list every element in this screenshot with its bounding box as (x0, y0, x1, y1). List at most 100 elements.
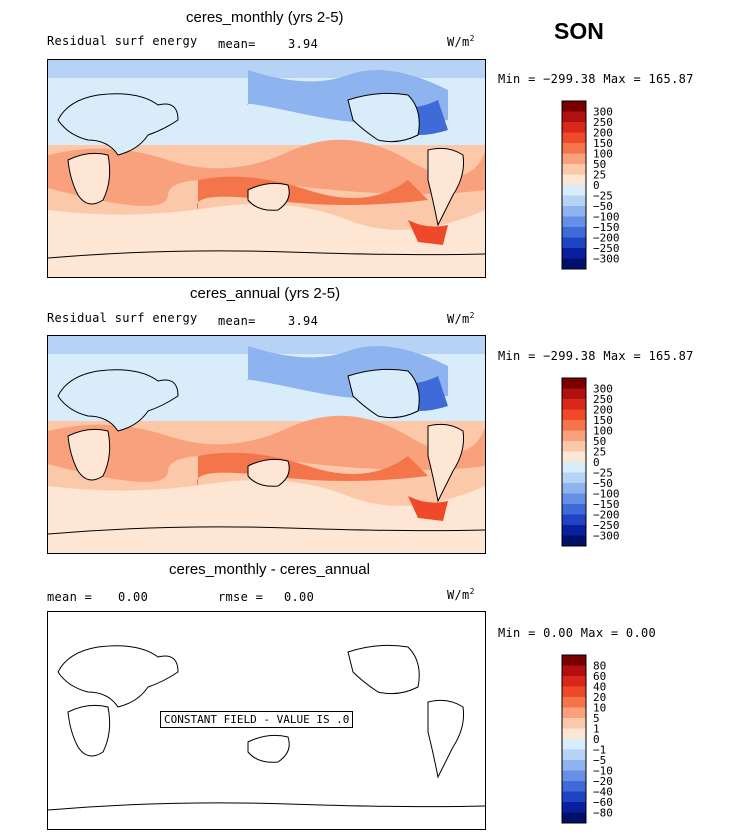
colorbar-swatch (562, 195, 586, 206)
colorbar-swatch (562, 781, 586, 792)
colorbar-tick-label: −50 (593, 477, 613, 490)
colorbar-swatch (562, 525, 586, 536)
colorbar-swatch (562, 483, 586, 494)
colorbar-frame (561, 377, 587, 547)
colorbar-swatch (562, 420, 586, 431)
coastlines (48, 644, 485, 811)
colorbar-swatch (562, 441, 586, 452)
colorbar-swatch (562, 739, 586, 750)
colorbar-swatch (562, 504, 586, 515)
colorbar-tick-label: −80 (593, 807, 613, 820)
colorbar-frame (561, 654, 587, 824)
colorbar-tick-label: −200 (593, 232, 620, 245)
colorbar-tick-label: 50 (593, 158, 606, 171)
colorbar-tick-label: −25 (593, 190, 613, 203)
colorbar-swatch (562, 697, 586, 708)
colorbar-tick-label: 0 (593, 456, 600, 469)
colorbar-swatch (562, 760, 586, 771)
colorbar-tick-label: 60 (593, 670, 606, 683)
colorbar-tick-label: 200 (593, 127, 613, 140)
colorbar-tick-label: −150 (593, 221, 620, 234)
min-max-label: Min = −299.38 Max = 165.87 (498, 349, 694, 363)
colorbar-swatch (562, 409, 586, 420)
colorbar-frame (561, 100, 587, 270)
colorbar-swatch (562, 728, 586, 739)
colorbar-swatch (562, 227, 586, 238)
mean-value: 3.94 (288, 314, 319, 328)
variable-label: Residual surf energy (47, 34, 198, 48)
colorbar-swatch (562, 665, 586, 676)
colorbar-swatch (562, 718, 586, 729)
colorbar-tick-label: 100 (593, 148, 613, 161)
colorbar-tick-label: −20 (593, 775, 613, 788)
field-layer (48, 60, 485, 277)
colorbar-tick-label: 300 (593, 383, 613, 396)
colorbar-swatch (562, 111, 586, 122)
colorbar-tick-label: 80 (593, 660, 606, 673)
map-plot (47, 335, 486, 554)
min-max-label: Min = 0.00 Max = 0.00 (498, 626, 657, 640)
colorbar-tick-label: −60 (593, 796, 613, 809)
colorbar-tick-label: 0 (593, 179, 600, 192)
colorbar: 80 60 40 20 10 5 1 0 −1 −5 −10 −20 −40 −60 −80 (561, 654, 701, 831)
units-label: W/m2 (447, 34, 475, 49)
colorbar-tick-label: −1 (593, 744, 606, 757)
map-field (48, 644, 485, 811)
colorbar-swatch (562, 248, 586, 259)
mean-label: mean= (218, 37, 256, 51)
colorbar-swatch (562, 153, 586, 164)
field-layer (48, 336, 485, 553)
colorbar-swatch (562, 655, 586, 666)
colorbar-tick-label: −300 (593, 253, 620, 266)
colorbar-swatch (562, 185, 586, 196)
colorbar-swatch (562, 770, 586, 781)
colorbar-tick-label: 40 (593, 681, 606, 694)
colorbar-swatch (562, 812, 586, 823)
colorbar-tick-label: −100 (593, 211, 620, 224)
units-label: W/m2 (447, 587, 475, 602)
colorbar-swatch (562, 514, 586, 525)
colorbar-swatch (562, 535, 586, 546)
mean-label: mean= (218, 314, 256, 328)
colorbar-swatch (562, 132, 586, 143)
map-plot (47, 59, 486, 278)
colorbar: 300 250 200 150 100 50 25 0 −25 −50 −100 −150 −200 −2… (561, 377, 701, 554)
colorbar-swatch (562, 388, 586, 399)
colorbar-swatch (562, 451, 586, 462)
constant-field-label: CONSTANT FIELD - VALUE IS .0 (160, 711, 354, 728)
colorbar-swatch (562, 472, 586, 483)
mean-label: mean = (47, 590, 93, 604)
mean-value: 3.94 (288, 37, 319, 51)
colorbar-tick-label: −150 (593, 498, 620, 511)
colorbar-tick-label: 20 (593, 691, 606, 704)
map-plot: CONSTANT FIELD - VALUE IS .0 (47, 611, 486, 830)
colorbar-tick-label: −25 (593, 467, 613, 480)
colorbar-tick-label: −40 (593, 786, 613, 799)
colorbar: 300 250 200 150 100 50 25 0 −25 −50 −100 −150 −200 −2… (561, 100, 701, 277)
colorbar-swatch (562, 707, 586, 718)
colorbar-tick-label: 10 (593, 702, 606, 715)
colorbar-swatch (562, 686, 586, 697)
colorbar-tick-label: 25 (593, 169, 606, 182)
colorbar-tick-label: 200 (593, 404, 613, 417)
colorbar-tick-label: 250 (593, 116, 613, 129)
colorbar-tick-label: 100 (593, 425, 613, 438)
colorbar-swatch (562, 122, 586, 133)
colorbar-tick-label: −250 (593, 242, 620, 255)
min-max-label: Min = −299.38 Max = 165.87 (498, 72, 694, 86)
map-field (48, 60, 485, 277)
colorbar-tick-label: −300 (593, 530, 620, 543)
colorbar-swatch (562, 462, 586, 473)
colorbar-tick-label: 1 (593, 723, 600, 736)
colorbar-tick-label: 300 (593, 106, 613, 119)
colorbar-svg: 30025020015010050250−25−50−100−150−200−2… (561, 100, 620, 270)
colorbar-swatch (562, 237, 586, 248)
colorbar-svg: 30025020015010050250−25−50−100−150−200−2… (561, 377, 620, 547)
rmse-label: rmse = (218, 590, 264, 604)
colorbar-swatch (562, 216, 586, 227)
colorbar-swatch (562, 258, 586, 269)
colorbar-tick-label: −50 (593, 200, 613, 213)
coastlines (48, 368, 485, 535)
colorbar-swatch (562, 749, 586, 760)
